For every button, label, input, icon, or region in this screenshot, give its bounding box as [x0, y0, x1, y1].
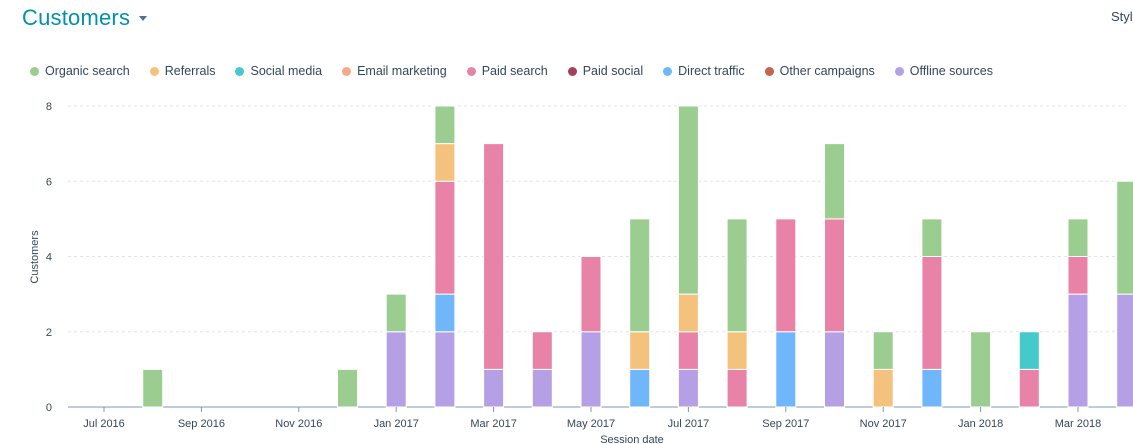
- legend-item-offline-sources[interactable]: Offline sources: [894, 64, 993, 78]
- legend-label: Paid social: [582, 64, 644, 78]
- bar-segment-social-media[interactable]: [1018, 331, 1040, 370]
- bar-segment-referrals[interactable]: [726, 331, 748, 370]
- legend-swatch: [663, 66, 673, 76]
- bar-segment-organic-search[interactable]: [629, 218, 651, 333]
- legend-item-email-marketing[interactable]: Email marketing: [342, 64, 447, 78]
- x-axis-title: Session date: [600, 434, 664, 444]
- bar-segment-organic-search[interactable]: [142, 368, 164, 408]
- bar-segment-paid-search[interactable]: [580, 256, 602, 333]
- bar-segment-paid-search[interactable]: [775, 218, 797, 333]
- bars-group: [142, 105, 1133, 408]
- legend-item-direct-traffic[interactable]: Direct traffic: [663, 64, 745, 78]
- legend-label: Offline sources: [909, 64, 993, 78]
- x-tick-label: Sep 2017: [762, 418, 809, 430]
- bar-segment-paid-search[interactable]: [483, 143, 505, 370]
- bar-segment-referrals[interactable]: [872, 368, 894, 408]
- report-title[interactable]: Customers: [22, 5, 131, 30]
- y-tick-label: 2: [46, 327, 52, 339]
- y-axis-title: Customers: [29, 230, 41, 284]
- bar-segment-offline-sources[interactable]: [1116, 293, 1133, 408]
- legend-label: Email marketing: [357, 64, 447, 78]
- bar-segment-offline-sources[interactable]: [483, 368, 505, 408]
- bar-segment-organic-search[interactable]: [824, 143, 845, 220]
- bar-segment-offline-sources[interactable]: [580, 331, 602, 408]
- y-tick-label: 0: [46, 402, 52, 414]
- legend-swatch: [466, 66, 476, 76]
- bar-segment-offline-sources[interactable]: [677, 368, 699, 408]
- x-tick-label: Jul 2016: [83, 418, 125, 430]
- x-tick-label: Nov 2016: [275, 418, 322, 430]
- bar-segment-referrals[interactable]: [677, 293, 699, 333]
- bar-segment-paid-search[interactable]: [921, 256, 943, 370]
- bar-segment-direct-traffic[interactable]: [921, 368, 943, 408]
- bar-segment-organic-search[interactable]: [677, 105, 699, 295]
- legend-swatch: [235, 66, 245, 76]
- legend-item-social-media[interactable]: Social media: [235, 64, 322, 78]
- x-tick-label: Sep 2016: [178, 418, 225, 430]
- x-tick-label: May 2017: [567, 418, 615, 430]
- bar-segment-paid-search[interactable]: [531, 331, 553, 370]
- x-tick-label: Jan 2017: [374, 418, 419, 430]
- bar-segment-referrals[interactable]: [629, 331, 651, 370]
- x-tick-label: Mar 2017: [470, 418, 516, 430]
- y-tick-label: 8: [46, 101, 52, 113]
- x-tick-label: Nov 2017: [860, 418, 907, 430]
- legend-swatch: [149, 66, 159, 76]
- y-tick-label: 4: [46, 252, 52, 264]
- bar-segment-organic-search[interactable]: [872, 331, 894, 370]
- legend-swatch: [30, 66, 39, 76]
- bar-segment-organic-search[interactable]: [1116, 180, 1133, 295]
- bar-segment-organic-search[interactable]: [970, 331, 992, 408]
- x-tick-label: Mar 2018: [1055, 418, 1101, 430]
- bar-segment-referrals[interactable]: [434, 143, 456, 182]
- legend-item-referrals[interactable]: Referrals: [149, 64, 216, 78]
- legend-item-paid-search[interactable]: Paid search: [466, 64, 548, 78]
- legend-label: Direct traffic: [678, 64, 745, 78]
- x-tick-label: Jul 2017: [668, 418, 710, 430]
- bar-segment-offline-sources[interactable]: [531, 368, 553, 408]
- bar-segment-direct-traffic[interactable]: [434, 293, 456, 333]
- bar-segment-paid-search[interactable]: [824, 218, 845, 333]
- bar-segment-offline-sources[interactable]: [824, 331, 845, 408]
- legend-swatch: [894, 66, 904, 76]
- bar-segment-offline-sources[interactable]: [434, 331, 456, 408]
- legend-swatch: [567, 66, 577, 76]
- legend-label: Paid search: [481, 64, 548, 78]
- legend-label: Referrals: [164, 64, 216, 78]
- bar-segment-organic-search[interactable]: [385, 293, 407, 333]
- legend-label: Social media: [250, 64, 323, 78]
- bar-segment-paid-search[interactable]: [1018, 368, 1040, 408]
- bar-segment-offline-sources[interactable]: [1067, 293, 1089, 408]
- style-menu-label[interactable]: Styl: [1111, 9, 1133, 24]
- bar-segment-organic-search[interactable]: [337, 368, 358, 408]
- chart-legend: Organic search Referrals Social media Email…: [30, 62, 993, 80]
- bar-segment-organic-search[interactable]: [726, 218, 748, 333]
- bar-segment-organic-search[interactable]: [434, 105, 456, 145]
- legend-item-organic-search[interactable]: Organic search: [30, 64, 130, 78]
- chart-header: Customers Styl: [0, 0, 1133, 44]
- bar-segment-paid-search[interactable]: [1067, 256, 1089, 295]
- legend-swatch: [764, 66, 774, 76]
- legend-label: Organic search: [45, 64, 130, 78]
- y-tick-label: 6: [46, 176, 52, 188]
- legend-item-paid-social[interactable]: Paid social: [567, 64, 644, 78]
- bar-segment-organic-search[interactable]: [921, 218, 943, 257]
- bar-segment-organic-search[interactable]: [1067, 218, 1089, 257]
- bar-segment-paid-search[interactable]: [677, 331, 699, 370]
- x-tick-label: Jan 2018: [958, 418, 1003, 430]
- legend-label: Other campaigns: [779, 64, 875, 78]
- legend-item-other-campaigns[interactable]: Other campaigns: [764, 64, 875, 78]
- bar-segment-direct-traffic[interactable]: [775, 331, 797, 408]
- bar-segment-paid-search[interactable]: [434, 180, 456, 295]
- bar-segment-direct-traffic[interactable]: [629, 368, 651, 408]
- chevron-down-icon[interactable]: [139, 16, 147, 21]
- bar-segment-paid-search[interactable]: [726, 368, 748, 408]
- bar-segment-offline-sources[interactable]: [385, 331, 407, 408]
- legend-swatch: [342, 66, 352, 76]
